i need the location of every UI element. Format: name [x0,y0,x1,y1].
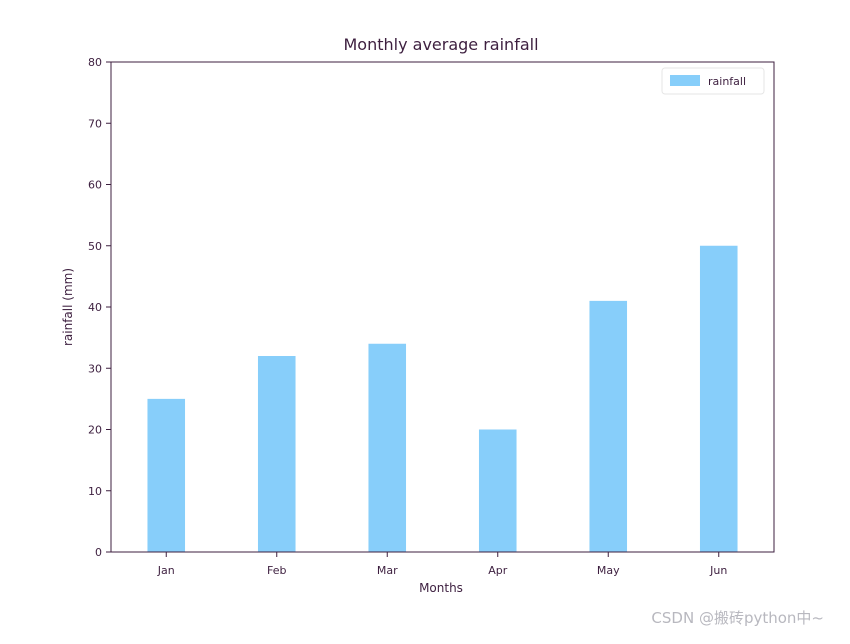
y-tick-label: 80 [88,56,102,69]
x-tick-label: Jan [157,564,175,577]
x-tick-label: Apr [488,564,508,577]
y-tick-label: 30 [88,362,102,375]
y-axis-label: rainfall (mm) [61,268,75,346]
bar-jun [699,245,738,552]
plot-frame [110,61,775,553]
x-axis-label: Months [419,581,463,595]
bar-jan [147,398,186,552]
y-tick-label: 40 [88,301,102,314]
y-axis-ticks: 0 10 20 30 40 50 60 70 80 [88,56,111,559]
legend-swatch [670,75,700,86]
watermark: CSDN @搬砖python中~ [651,609,824,627]
x-tick-label: Jun [709,564,727,577]
legend-box [661,67,765,95]
y-tick-label: 10 [88,485,102,498]
bars [147,245,738,552]
legend-label: rainfall [708,75,746,88]
legend: rainfall [661,67,765,95]
x-tick-label: Mar [377,564,398,577]
bar-apr [478,429,517,552]
x-axis-ticks: Jan Feb Mar Apr May Jun [157,552,727,577]
y-tick-label: 50 [88,240,102,253]
chart-title: Monthly average rainfall [343,35,538,54]
bar-may [589,300,628,552]
x-tick-label: May [597,564,620,577]
bar-feb [257,356,296,552]
bar-mar [368,343,407,552]
y-tick-label: 0 [95,546,102,559]
y-tick-label: 70 [88,117,102,130]
y-tick-label: 60 [88,179,102,192]
y-tick-label: 20 [88,424,102,437]
x-tick-label: Feb [267,564,286,577]
